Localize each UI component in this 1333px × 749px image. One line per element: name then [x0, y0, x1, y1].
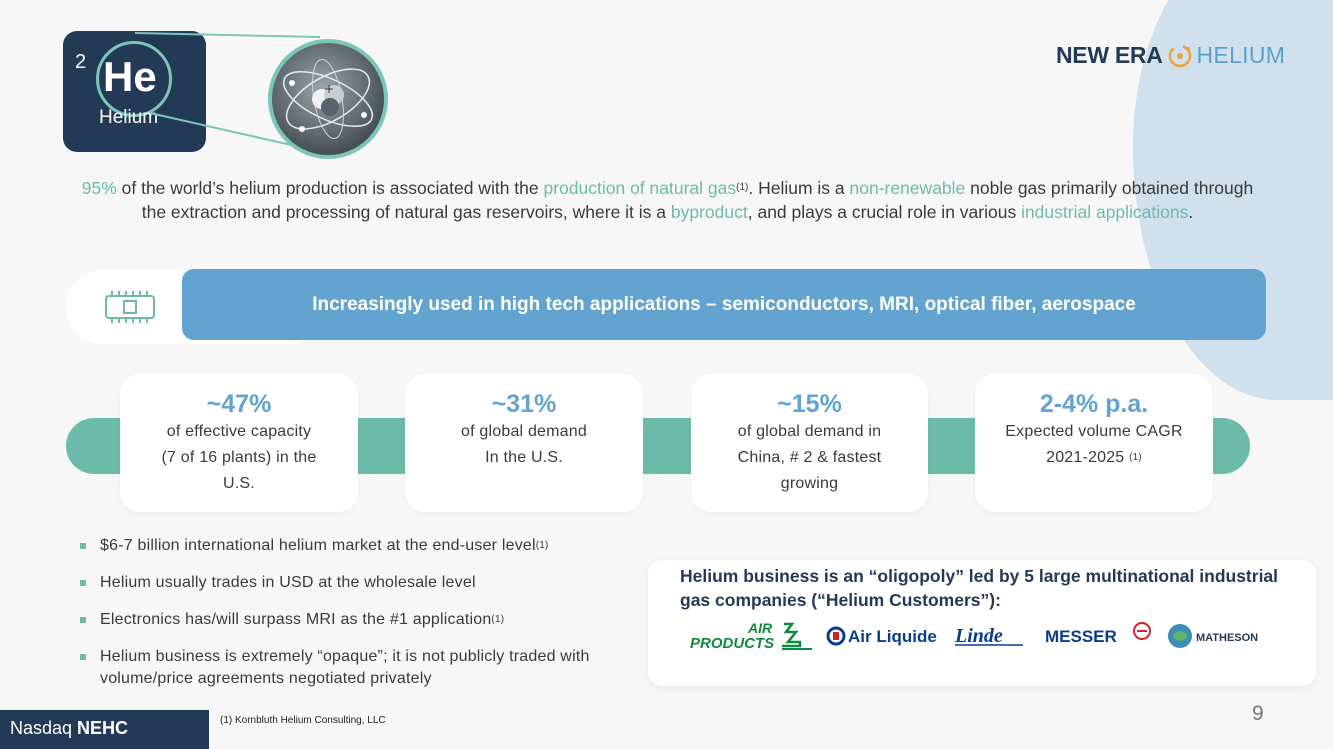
- stat-description: of effective capacity (7 of 16 plants) i…: [120, 419, 358, 497]
- messer-logo: MESSER: [1045, 618, 1157, 654]
- oligopoly-title: Helium business is an “oligopoly” led by…: [680, 566, 1279, 610]
- brand-name-light: HELIUM: [1196, 42, 1286, 68]
- list-item: Helium business is extremely “opaque”; i…: [80, 646, 625, 690]
- list-item: Electronics has/will surpass MRI as the …: [80, 609, 625, 631]
- intro-text: .: [1188, 202, 1194, 222]
- bullet-text: Helium usually trades in USD at the whol…: [100, 574, 476, 591]
- air-products-logo: AIR PRODUCTS: [688, 618, 816, 654]
- atomic-number: 2: [75, 51, 87, 73]
- footnote-ref: (1): [535, 540, 549, 551]
- air-liquide-logo-text: Air Liquide: [848, 627, 937, 646]
- stat-line: U.S.: [223, 475, 255, 492]
- ticker-symbol: NEHC: [77, 718, 129, 738]
- stat-value: ~31%: [491, 390, 557, 418]
- stat-line: (7 of 16 plants) in the: [161, 449, 317, 466]
- footnote-ref: (1): [1129, 452, 1142, 463]
- stat-description: of global demand In the U.S.: [405, 419, 643, 471]
- list-item: Helium usually trades in USD at the whol…: [80, 572, 625, 594]
- intro-text: noble gas primarily obtained through the…: [141, 178, 1254, 222]
- stat-value: ~47%: [206, 390, 272, 418]
- footnote-ref: (1): [491, 614, 505, 625]
- market-facts-list: $6-7 billion international helium market…: [80, 535, 625, 705]
- stat-line: of global demand in: [737, 423, 882, 440]
- stat-card-china-demand: ~15% of global demand in China, # 2 & fa…: [691, 374, 928, 512]
- messer-logo-text: MESSER: [1045, 627, 1117, 646]
- brand-orbit-icon: [1168, 44, 1191, 67]
- air-products-logo-text-2: PRODUCTS: [690, 635, 774, 652]
- intro-paragraph: 95% of the world’s helium production is …: [80, 176, 1255, 224]
- stat-line: of effective capacity: [166, 423, 312, 440]
- matheson-logo-text: MATHESON: [1196, 632, 1258, 644]
- stat-line: growing: [780, 475, 839, 492]
- matheson-logo: MATHESON: [1166, 618, 1288, 654]
- stat-line: of global demand: [461, 423, 587, 440]
- chip-icon: [105, 291, 155, 323]
- stat-card-us-demand: ~31% of global demand In the U.S.: [405, 374, 643, 512]
- intro-highlight-natural-gas: production of natural gas: [543, 178, 737, 198]
- intro-text: , and plays a crucial role in various: [747, 202, 1022, 222]
- oligopoly-panel: Helium business is an “oligopoly” led by…: [648, 560, 1316, 686]
- footnote-ref: (1): [736, 182, 749, 193]
- bullet-text: $6-7 billion international helium market…: [100, 537, 536, 554]
- bullet-text: Electronics has/will surpass MRI as the …: [100, 611, 492, 628]
- customer-logos: AIR PRODUCTS Air Liquide Linde MESSER: [688, 618, 1288, 654]
- high-tech-banner: Increasingly used in high tech applicati…: [182, 269, 1266, 340]
- stat-line: China, # 2 & fastest: [737, 449, 882, 466]
- stat-line: 2021-2025 (1): [993, 445, 1195, 471]
- stat-value: 2-4% p.a.: [1039, 390, 1149, 418]
- stat-card-cagr: 2-4% p.a. Expected volume CAGR 2021-2025…: [975, 374, 1213, 512]
- intro-text: of the world’s helium production is asso…: [116, 178, 544, 198]
- brand-name-bold: NEW ERA: [1056, 42, 1163, 68]
- ticker-prefix: Nasdaq: [10, 718, 78, 738]
- stat-card-capacity: ~47% of effective capacity (7 of 16 plan…: [120, 374, 358, 512]
- source-footnote: (1) Kornbluth Helium Consulting, LLC: [220, 715, 386, 726]
- intro-highlight-industrial: industrial applications: [1021, 202, 1189, 222]
- intro-highlight-95: 95%: [81, 178, 117, 198]
- element-ring: [96, 41, 172, 117]
- air-products-logo-text-1: AIR: [747, 620, 773, 636]
- linde-logo-text: Linde: [954, 625, 1003, 647]
- intro-highlight-non-renewable: non-renewable: [849, 178, 966, 198]
- stat-line: In the U.S.: [485, 449, 563, 466]
- stat-description: Expected volume CAGR 2021-2025 (1): [975, 419, 1213, 471]
- page-number: 9: [1252, 702, 1264, 725]
- ticker-badge: Nasdaq NEHC: [0, 710, 209, 749]
- list-item: $6-7 billion international helium market…: [80, 535, 625, 557]
- bullet-text: Helium business is extremely “opaque”; i…: [100, 648, 590, 687]
- stat-line-text: 2021-2025: [1046, 449, 1125, 466]
- helium-atom-image: +: [268, 39, 388, 159]
- stat-description: of global demand in China, # 2 & fastest…: [691, 419, 928, 497]
- brand-logo: NEW ERA HELIUM: [1056, 42, 1285, 69]
- stat-value: ~15%: [777, 390, 842, 418]
- svg-text:+: +: [324, 82, 334, 96]
- linde-logo: Linde: [953, 618, 1033, 654]
- helium-element-tile: 2 He Helium: [63, 31, 206, 152]
- intro-highlight-byproduct: byproduct: [670, 202, 748, 222]
- element-symbol: He: [103, 53, 157, 100]
- air-liquide-logo: Air Liquide: [826, 618, 938, 654]
- element-name: Helium: [99, 107, 159, 128]
- stat-line: Expected volume CAGR: [1005, 423, 1183, 440]
- intro-text: . Helium is a: [748, 178, 850, 198]
